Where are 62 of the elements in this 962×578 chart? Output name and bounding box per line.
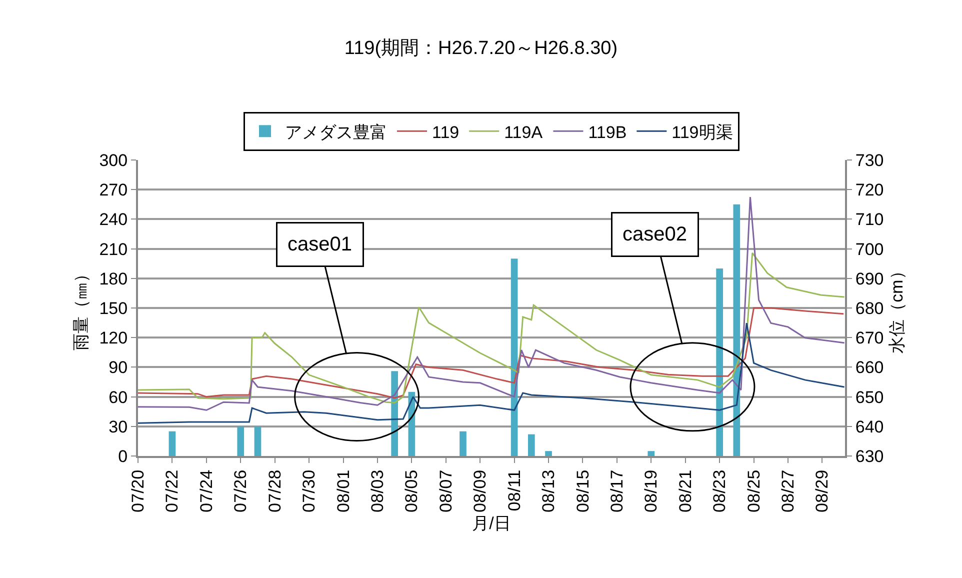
x-tick-label: 08/07 xyxy=(436,470,456,512)
y2-tick-label: 730 xyxy=(855,150,884,170)
x-tick-label: 07/26 xyxy=(231,470,250,512)
y2-tick-label: 700 xyxy=(855,240,884,259)
y-tick-label: 210 xyxy=(99,240,128,259)
annotation: case01 xyxy=(288,234,352,256)
bar xyxy=(460,431,466,456)
y2-tick-label: 660 xyxy=(855,358,884,378)
y-axis-title: 雨量（㎜） xyxy=(71,266,90,350)
x-tick-label: 08/11 xyxy=(504,470,524,512)
y-tick-label: 120 xyxy=(99,328,128,348)
x-tick-label: 07/22 xyxy=(162,470,182,512)
y-tick-label: 90 xyxy=(108,358,128,378)
y2-axis-title: 水位（cm） xyxy=(888,262,907,354)
y2-tick-label: 640 xyxy=(855,417,884,436)
x-tick-label: 07/28 xyxy=(265,470,284,512)
y-tick-label: 60 xyxy=(108,388,128,407)
y2-tick-label: 630 xyxy=(855,446,884,466)
x-tick-label: 08/21 xyxy=(676,470,695,512)
x-tick-label: 08/29 xyxy=(812,470,832,512)
x-tick-label: 07/20 xyxy=(128,470,148,512)
bar xyxy=(528,434,535,456)
x-tick-label: 08/19 xyxy=(642,470,661,512)
x-tick-label: 08/05 xyxy=(402,470,422,512)
y-tick-label: 180 xyxy=(99,269,128,288)
bar xyxy=(237,426,244,456)
bar xyxy=(254,426,262,456)
y2-tick-label: 720 xyxy=(855,180,884,200)
y2-tick-label: 680 xyxy=(855,298,884,318)
chart-title: 119(期間：H26.7.20～H26.8.30) xyxy=(344,38,618,59)
y-tick-label: 300 xyxy=(99,150,128,170)
x-tick-label: 08/15 xyxy=(573,470,592,512)
y-tick-label: 150 xyxy=(99,298,128,318)
x-tick-label: 08/23 xyxy=(710,470,730,512)
bar xyxy=(545,451,552,456)
y2-tick-label: 710 xyxy=(855,210,884,230)
x-tick-label: 08/17 xyxy=(607,470,626,512)
x-axis-title: 月/日 xyxy=(472,514,511,534)
legend-label: アメダス豊富 xyxy=(285,122,387,142)
x-tick-label: 07/30 xyxy=(300,470,319,512)
y-tick-label: 0 xyxy=(118,446,128,466)
annotation: case02 xyxy=(622,224,687,246)
y2-tick-label: 670 xyxy=(855,328,884,348)
y-tick-label: 30 xyxy=(108,417,128,436)
bar xyxy=(648,451,655,456)
bar xyxy=(168,431,176,456)
x-tick-label: 08/09 xyxy=(470,470,490,512)
legend-label: 119A xyxy=(504,122,544,142)
y-tick-label: 240 xyxy=(99,210,128,230)
y2-tick-label: 690 xyxy=(855,269,884,288)
legend-label: 119 xyxy=(432,122,460,142)
x-tick-label: 08/27 xyxy=(778,470,798,512)
x-tick-label: 08/13 xyxy=(539,470,558,512)
x-tick-label: 08/25 xyxy=(744,470,764,512)
legend-label: 119B xyxy=(588,122,627,142)
legend-label: 119明渠 xyxy=(672,122,733,142)
x-tick-label: 08/03 xyxy=(368,470,387,512)
x-tick-label: 08/01 xyxy=(334,470,353,512)
y-tick-label: 270 xyxy=(99,180,128,200)
bar xyxy=(716,268,723,456)
x-tick-label: 07/24 xyxy=(196,470,216,512)
y2-tick-label: 650 xyxy=(855,388,884,407)
